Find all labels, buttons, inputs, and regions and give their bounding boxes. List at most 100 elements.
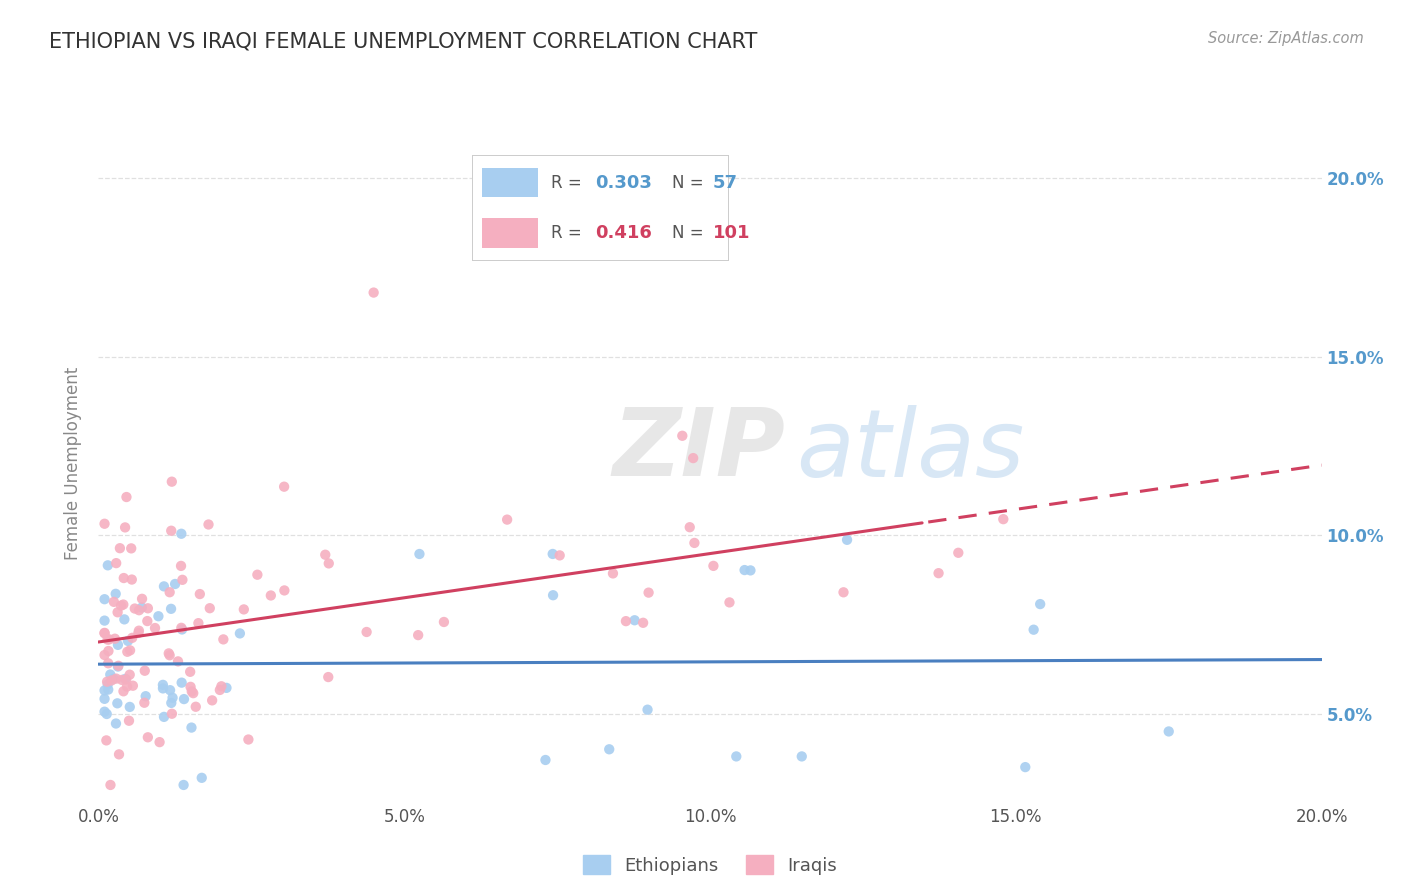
Point	[107, 605, 129, 619]
Point	[260, 589, 283, 603]
Point	[97, 677, 120, 691]
Point	[928, 566, 950, 581]
Point	[790, 749, 813, 764]
Point	[97, 632, 120, 647]
Point	[835, 533, 858, 547]
Point	[103, 672, 125, 686]
Point	[363, 285, 385, 300]
Point	[98, 667, 121, 681]
Point	[167, 654, 190, 668]
Point	[170, 526, 193, 541]
Point	[623, 613, 645, 627]
Point	[93, 516, 115, 531]
Point	[170, 558, 193, 573]
Point	[157, 646, 180, 660]
Point	[97, 558, 120, 573]
Point	[105, 556, 128, 570]
Point	[93, 626, 115, 640]
Point	[124, 601, 146, 615]
Point	[1022, 623, 1045, 637]
Point	[181, 686, 204, 700]
Point	[184, 699, 207, 714]
Text: N =: N =	[672, 224, 709, 242]
Point	[318, 557, 340, 571]
Point	[149, 735, 172, 749]
Point	[96, 674, 118, 689]
Point	[115, 680, 138, 694]
Point	[238, 732, 260, 747]
Point	[112, 598, 135, 612]
Point	[740, 563, 762, 577]
Point	[97, 682, 120, 697]
Point	[180, 721, 202, 735]
Point	[190, 771, 212, 785]
Point	[104, 632, 127, 646]
Point	[198, 601, 221, 615]
Point	[153, 579, 176, 593]
Point	[671, 429, 693, 443]
Point	[93, 691, 115, 706]
Point	[160, 602, 183, 616]
Point	[114, 520, 136, 534]
Text: Source: ZipAtlas.com: Source: ZipAtlas.com	[1208, 31, 1364, 46]
Point	[408, 547, 430, 561]
Point	[1029, 597, 1052, 611]
Point	[173, 692, 195, 706]
Point	[152, 681, 174, 696]
Point	[93, 648, 115, 662]
FancyBboxPatch shape	[482, 219, 538, 248]
Point	[100, 778, 122, 792]
Point	[433, 615, 456, 629]
Point	[1157, 724, 1180, 739]
Text: 0.303: 0.303	[595, 174, 651, 192]
Text: ETHIOPIAN VS IRAQI FEMALE UNEMPLOYMENT CORRELATION CHART: ETHIOPIAN VS IRAQI FEMALE UNEMPLOYMENT C…	[49, 31, 758, 51]
Point	[201, 693, 224, 707]
Text: 57: 57	[713, 174, 738, 192]
Point	[631, 615, 654, 630]
Point	[180, 684, 202, 698]
Point	[103, 595, 125, 609]
Point	[273, 480, 295, 494]
Point	[136, 731, 159, 745]
Point	[134, 664, 156, 678]
Text: 101: 101	[713, 224, 751, 242]
Point	[197, 517, 219, 532]
Point	[153, 710, 176, 724]
Point	[541, 547, 564, 561]
Point	[120, 541, 142, 556]
Point	[128, 624, 150, 638]
Point	[246, 567, 269, 582]
Point	[98, 632, 121, 647]
Text: R =: R =	[551, 174, 588, 192]
Point	[107, 658, 129, 673]
Point	[602, 566, 624, 581]
Point	[110, 599, 132, 613]
Point	[172, 573, 194, 587]
Point	[117, 645, 139, 659]
Point	[598, 742, 620, 756]
Point	[180, 680, 202, 694]
Point	[115, 490, 138, 504]
Point	[232, 602, 254, 616]
Point	[97, 657, 120, 671]
Point	[948, 546, 970, 560]
Point	[121, 631, 143, 645]
Point	[107, 659, 129, 673]
Point	[679, 520, 702, 534]
Point	[734, 563, 756, 577]
Point	[93, 705, 115, 719]
Point	[534, 753, 557, 767]
Point	[121, 573, 143, 587]
Point	[548, 549, 571, 563]
Point	[117, 634, 139, 648]
Point	[212, 632, 235, 647]
Text: 0.416: 0.416	[595, 224, 651, 242]
Point	[170, 675, 193, 690]
Point	[187, 616, 209, 631]
Point	[159, 683, 181, 698]
Point	[107, 638, 129, 652]
Point	[160, 524, 183, 538]
Point	[170, 623, 193, 637]
Point	[127, 626, 149, 640]
Point	[356, 624, 378, 639]
